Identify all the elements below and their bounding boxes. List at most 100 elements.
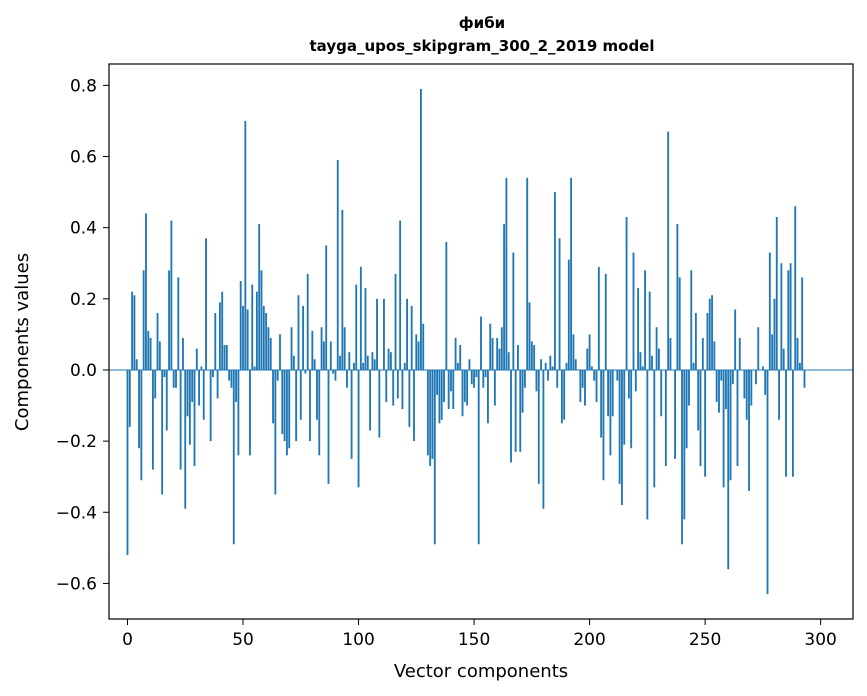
bar (191, 369, 194, 402)
bar (172, 369, 175, 388)
bar (731, 369, 734, 385)
bar (175, 369, 177, 388)
bar (738, 337, 741, 370)
bar (168, 270, 170, 370)
bar (239, 281, 242, 370)
bar (431, 369, 434, 459)
bar (179, 369, 182, 470)
x-tick-label: 150 (458, 630, 490, 650)
bar (667, 131, 670, 370)
bar (396, 369, 399, 399)
bar (142, 270, 145, 370)
bar (426, 369, 429, 456)
bar (616, 369, 619, 381)
bar (581, 369, 584, 388)
bar (205, 238, 207, 370)
bar (523, 369, 526, 388)
bar (584, 369, 586, 406)
bar (249, 369, 251, 456)
bar (244, 120, 247, 370)
y-tick-label: −0.6 (56, 574, 97, 594)
bar (341, 209, 344, 370)
bars-group (126, 88, 806, 595)
bar (540, 359, 542, 370)
bar (385, 369, 388, 402)
bar (230, 369, 233, 388)
bar (697, 369, 700, 431)
bar (507, 352, 510, 370)
bar (200, 366, 203, 370)
bar (156, 313, 159, 370)
bar (447, 369, 450, 410)
bar (353, 362, 355, 370)
bar (309, 369, 311, 442)
bar (542, 369, 545, 509)
bar (736, 369, 739, 467)
bar (366, 355, 369, 370)
bar (209, 369, 212, 442)
bar (722, 369, 725, 488)
bar (357, 369, 360, 488)
bar (657, 348, 660, 370)
bar (715, 369, 718, 402)
bar (410, 305, 413, 370)
bar (563, 369, 566, 420)
bar (597, 266, 600, 370)
bar (131, 291, 134, 370)
bar (334, 369, 337, 381)
bar (225, 345, 228, 370)
bar (789, 263, 792, 370)
bar (212, 369, 214, 378)
bar (521, 369, 524, 413)
bar (590, 366, 593, 370)
bar (558, 238, 561, 370)
bar (528, 302, 531, 370)
y-tick-label: 0.4 (70, 219, 97, 239)
bar (574, 359, 577, 370)
bar (683, 369, 686, 520)
bar (729, 369, 732, 481)
bar (595, 369, 598, 402)
bar (383, 298, 385, 370)
chart-subtitle: tayga_upos_skipgram_300_2_2019 model (310, 37, 655, 55)
bar (498, 348, 501, 370)
bar (653, 369, 656, 488)
bar (782, 348, 785, 370)
x-tick-label: 300 (804, 630, 836, 650)
bar (699, 369, 702, 467)
bar (644, 270, 646, 370)
bar (260, 270, 263, 370)
bar (237, 369, 240, 456)
bar (625, 216, 628, 370)
bar (674, 369, 677, 459)
bar (188, 369, 191, 445)
bar (801, 277, 804, 370)
bar (544, 362, 547, 370)
bar (170, 220, 173, 370)
bar (276, 369, 279, 381)
x-tick-label: 50 (232, 630, 254, 650)
bar (295, 369, 298, 442)
bar (493, 369, 496, 406)
bar (565, 362, 568, 370)
bar (720, 369, 723, 381)
bar (258, 224, 261, 370)
bar (440, 369, 443, 420)
bar (655, 327, 658, 370)
bar (339, 355, 341, 370)
bar (607, 369, 610, 417)
bar (302, 305, 305, 370)
bar (780, 263, 783, 370)
bar (401, 369, 404, 410)
bar (450, 369, 452, 392)
bar (318, 369, 321, 456)
bar (572, 334, 575, 370)
bar (128, 369, 131, 427)
bar (415, 334, 418, 370)
bar (445, 241, 448, 370)
bar (648, 291, 651, 370)
bar (611, 369, 614, 417)
bar (482, 369, 485, 388)
bar (177, 277, 180, 370)
bar (778, 369, 780, 420)
